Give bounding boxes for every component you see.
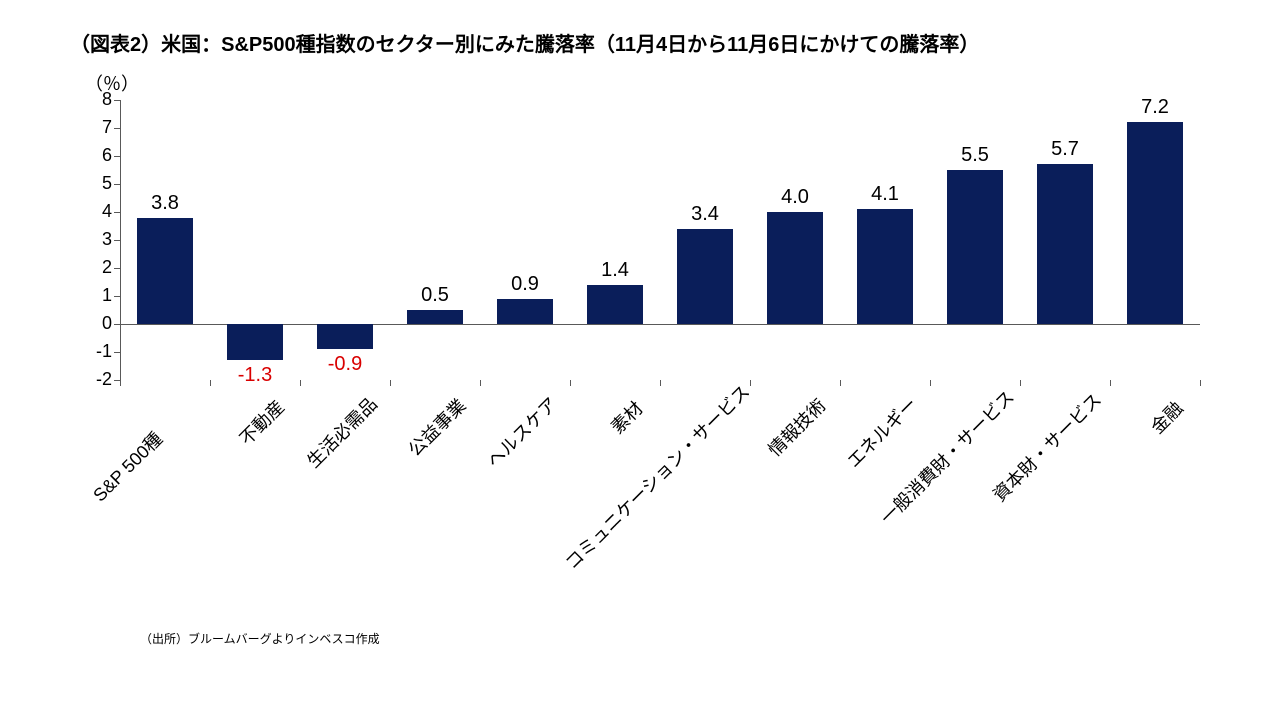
y-tick-mark bbox=[114, 212, 120, 213]
y-axis bbox=[120, 100, 121, 380]
value-label: 4.1 bbox=[855, 183, 915, 206]
bar bbox=[857, 209, 913, 324]
x-category-label: 不動産 bbox=[233, 394, 290, 451]
x-tick-mark bbox=[120, 380, 121, 386]
x-category-label: 素材 bbox=[604, 395, 648, 439]
value-label: 5.7 bbox=[1035, 138, 1095, 161]
x-tick-mark bbox=[1020, 380, 1021, 386]
bar bbox=[587, 285, 643, 324]
y-tick-label: 2 bbox=[72, 257, 112, 278]
x-tick-mark bbox=[1200, 380, 1201, 386]
value-label: -1.3 bbox=[225, 364, 285, 387]
x-tick-mark bbox=[930, 380, 931, 386]
y-tick-label: 5 bbox=[72, 173, 112, 194]
bar bbox=[1127, 122, 1183, 324]
y-tick-label: 8 bbox=[72, 89, 112, 110]
x-category-label: ヘルスケア bbox=[480, 391, 562, 473]
y-tick-mark bbox=[114, 268, 120, 269]
y-tick-mark bbox=[114, 352, 120, 353]
bar bbox=[317, 324, 373, 349]
y-tick-label: 7 bbox=[72, 117, 112, 138]
bar bbox=[137, 218, 193, 324]
y-tick-label: 1 bbox=[72, 285, 112, 306]
x-tick-mark bbox=[1110, 380, 1111, 386]
y-tick-mark bbox=[114, 128, 120, 129]
bar bbox=[947, 170, 1003, 324]
bar bbox=[677, 229, 733, 324]
x-category-label: コミュニケーション・サービス bbox=[559, 378, 755, 574]
y-tick-mark bbox=[114, 184, 120, 185]
y-tick-label: 4 bbox=[72, 201, 112, 222]
x-tick-mark bbox=[390, 380, 391, 386]
value-label: 4.0 bbox=[765, 186, 825, 209]
x-category-label: 公益事業 bbox=[402, 392, 471, 461]
y-tick-label: 3 bbox=[72, 229, 112, 250]
chart-title: （図表2）米国：S&P500種指数のセクター別にみた騰落率（11月4日から11月… bbox=[70, 28, 979, 57]
source-note: （出所）ブルームバーグよりインベスコ作成 bbox=[140, 630, 380, 647]
y-tick-label: 0 bbox=[72, 313, 112, 334]
x-tick-mark bbox=[480, 380, 481, 386]
x-category-label: 生活必需品 bbox=[300, 391, 382, 473]
value-label: 0.9 bbox=[495, 273, 555, 296]
x-category-label: エネルギー bbox=[840, 391, 922, 473]
value-label: -0.9 bbox=[315, 353, 375, 376]
y-tick-mark bbox=[114, 324, 120, 325]
y-tick-mark bbox=[114, 156, 120, 157]
bar bbox=[227, 324, 283, 360]
x-tick-mark bbox=[660, 380, 661, 386]
y-tick-label: -1 bbox=[72, 341, 112, 362]
x-tick-mark bbox=[570, 380, 571, 386]
bar bbox=[1037, 164, 1093, 324]
y-tick-mark bbox=[114, 296, 120, 297]
x-tick-mark bbox=[210, 380, 211, 386]
x-category-label: S&P 500種 bbox=[86, 426, 167, 507]
bar bbox=[407, 310, 463, 324]
x-category-label: 金融 bbox=[1144, 395, 1188, 439]
x-tick-mark bbox=[300, 380, 301, 386]
x-tick-mark bbox=[750, 380, 751, 386]
x-category-label: 情報技術 bbox=[762, 392, 831, 461]
y-tick-label: 6 bbox=[72, 145, 112, 166]
y-tick-label: -2 bbox=[72, 369, 112, 390]
value-label: 7.2 bbox=[1125, 96, 1185, 119]
y-tick-mark bbox=[114, 240, 120, 241]
value-label: 0.5 bbox=[405, 284, 465, 307]
bar bbox=[497, 299, 553, 324]
y-tick-mark bbox=[114, 100, 120, 101]
bar bbox=[767, 212, 823, 324]
value-label: 5.5 bbox=[945, 144, 1005, 167]
value-label: 1.4 bbox=[585, 259, 645, 282]
x-tick-mark bbox=[840, 380, 841, 386]
value-label: 3.8 bbox=[135, 192, 195, 215]
value-label: 3.4 bbox=[675, 203, 735, 226]
